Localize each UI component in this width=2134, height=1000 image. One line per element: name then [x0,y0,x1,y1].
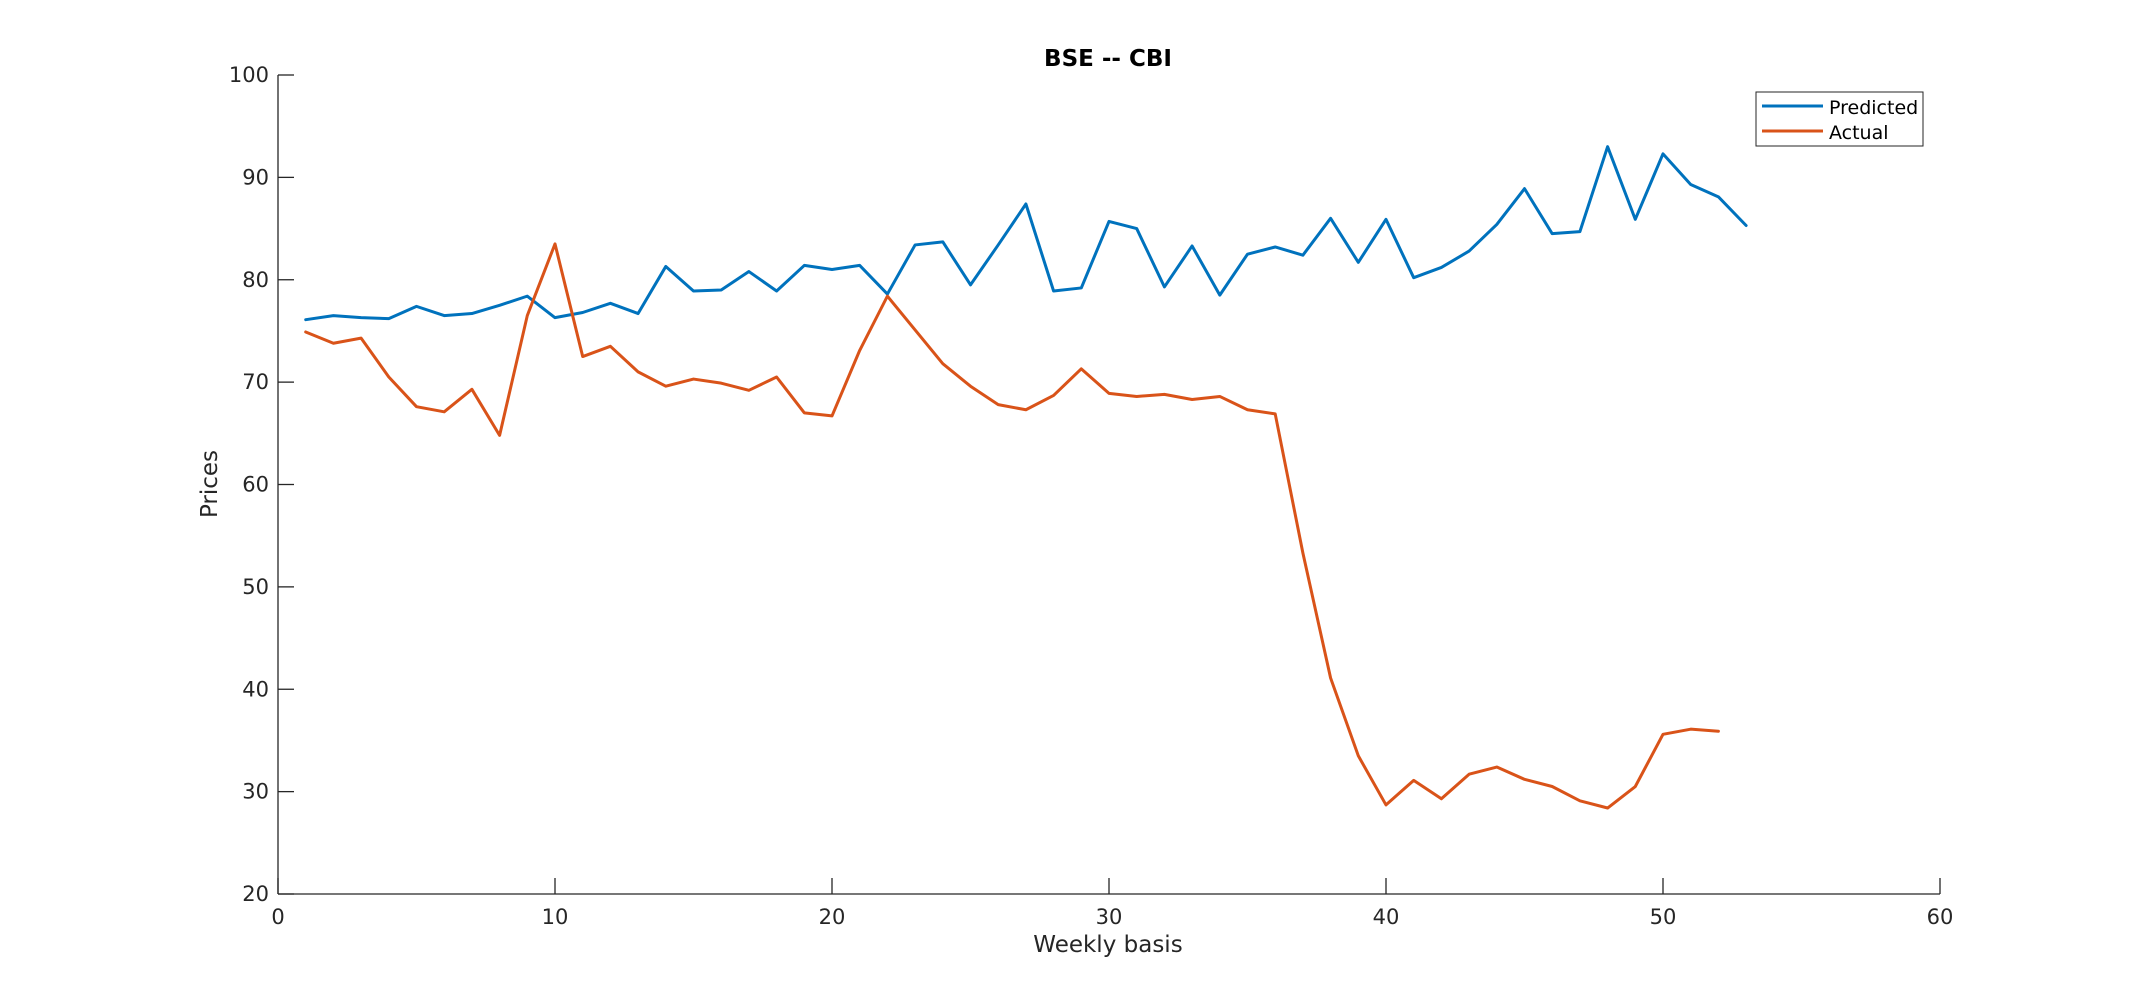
x-tick-label: 50 [1650,905,1677,929]
y-tick-label: 40 [242,677,269,701]
x-tick-label: 10 [542,905,569,929]
legend-label-actual: Actual [1829,122,1889,144]
y-tick-label: 80 [242,268,269,292]
x-ticks: 0 10 20 30 40 50 60 [271,878,1953,929]
legend-box [1755,91,1924,147]
x-tick-label: 20 [819,905,846,929]
x-tick-label: 40 [1373,905,1400,929]
x-axis-label: Weekly basis [1033,932,1182,958]
series-layer [304,145,1748,810]
y-tick-label: 30 [242,780,269,804]
y-tick-label: 60 [242,473,269,497]
y-tick-label: 20 [242,882,269,906]
y-axis-label: Prices [197,450,223,518]
y-tick-label: 70 [242,370,269,394]
y-tick-label: 100 [229,63,269,87]
series-line-actual [304,242,1720,810]
y-tick-label: 90 [242,165,269,189]
series-line-predicted [304,145,1748,322]
legend: Predicted Actual [1755,91,1924,147]
legend-label-predicted: Predicted [1829,97,1918,119]
y-ticks: 20 30 40 50 60 70 80 90 100 [229,63,294,906]
x-tick-label: 60 [1927,905,1954,929]
y-tick-label: 50 [242,575,269,599]
chart-title: BSE -- CBI [1044,46,1172,72]
x-tick-label: 0 [271,905,284,929]
x-tick-label: 30 [1096,905,1123,929]
